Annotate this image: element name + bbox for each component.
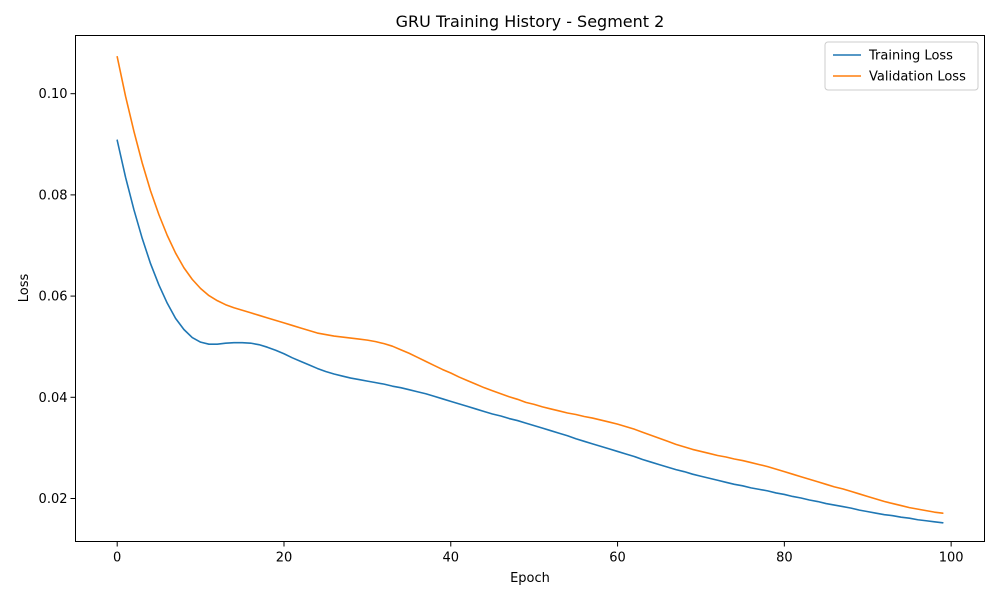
x-axis-label: Epoch [510,571,550,586]
chart-title: GRU Training History - Segment 2 [396,12,665,31]
series-line-training-loss [116,139,944,524]
x-tick-label: 0 [113,551,121,566]
legend-box [824,41,979,91]
y-tick-label: 0.10 [39,87,68,102]
y-axis-label: Loss [17,274,32,303]
x-tick-label: 80 [776,551,793,566]
y-axis: 0.02 0.04 0.06 0.08 0.10 [39,87,76,507]
x-tick-label: 40 [443,551,460,566]
x-tick-label: 100 [939,551,964,566]
y-tick-label: 0.02 [39,492,68,507]
plot-frame [75,35,985,542]
y-tick-label: 0.04 [39,391,68,406]
legend-label: Training Loss [868,49,953,64]
y-tick-label: 0.06 [39,290,68,305]
legend-label: Validation Loss [869,70,966,85]
y-tick-label: 0.08 [39,188,68,203]
series-layer [116,55,944,524]
x-tick-label: 20 [276,551,293,566]
x-tick-label: 60 [609,551,626,566]
legend: Training Loss Validation Loss [824,41,979,91]
x-axis: 0 20 40 60 80 100 [113,541,964,566]
series-line-validation-loss [116,55,944,514]
